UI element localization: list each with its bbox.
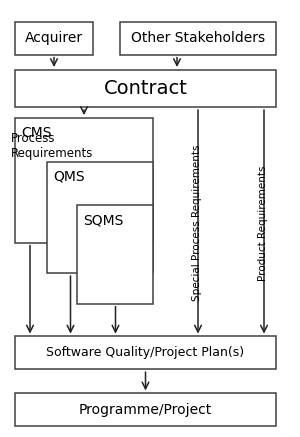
FancyBboxPatch shape (120, 22, 276, 55)
Text: Product Requirements: Product Requirements (257, 165, 268, 281)
Text: Acquirer: Acquirer (25, 31, 83, 45)
FancyBboxPatch shape (15, 22, 93, 55)
FancyBboxPatch shape (76, 205, 153, 304)
Text: Special Process Requirements: Special Process Requirements (191, 145, 202, 301)
FancyBboxPatch shape (15, 118, 153, 243)
FancyBboxPatch shape (15, 70, 276, 107)
FancyBboxPatch shape (46, 162, 153, 273)
Text: Software Quality/Project Plan(s): Software Quality/Project Plan(s) (46, 347, 244, 359)
Text: CMS: CMS (22, 126, 52, 140)
FancyBboxPatch shape (15, 393, 276, 426)
Text: Programme/Project: Programme/Project (79, 402, 212, 417)
Text: SQMS: SQMS (83, 213, 124, 227)
Text: Contract: Contract (103, 79, 188, 98)
FancyBboxPatch shape (15, 336, 276, 369)
Text: Other Stakeholders: Other Stakeholders (131, 31, 265, 45)
Text: QMS: QMS (53, 170, 85, 184)
Text: Process
Requirements: Process Requirements (11, 132, 93, 160)
